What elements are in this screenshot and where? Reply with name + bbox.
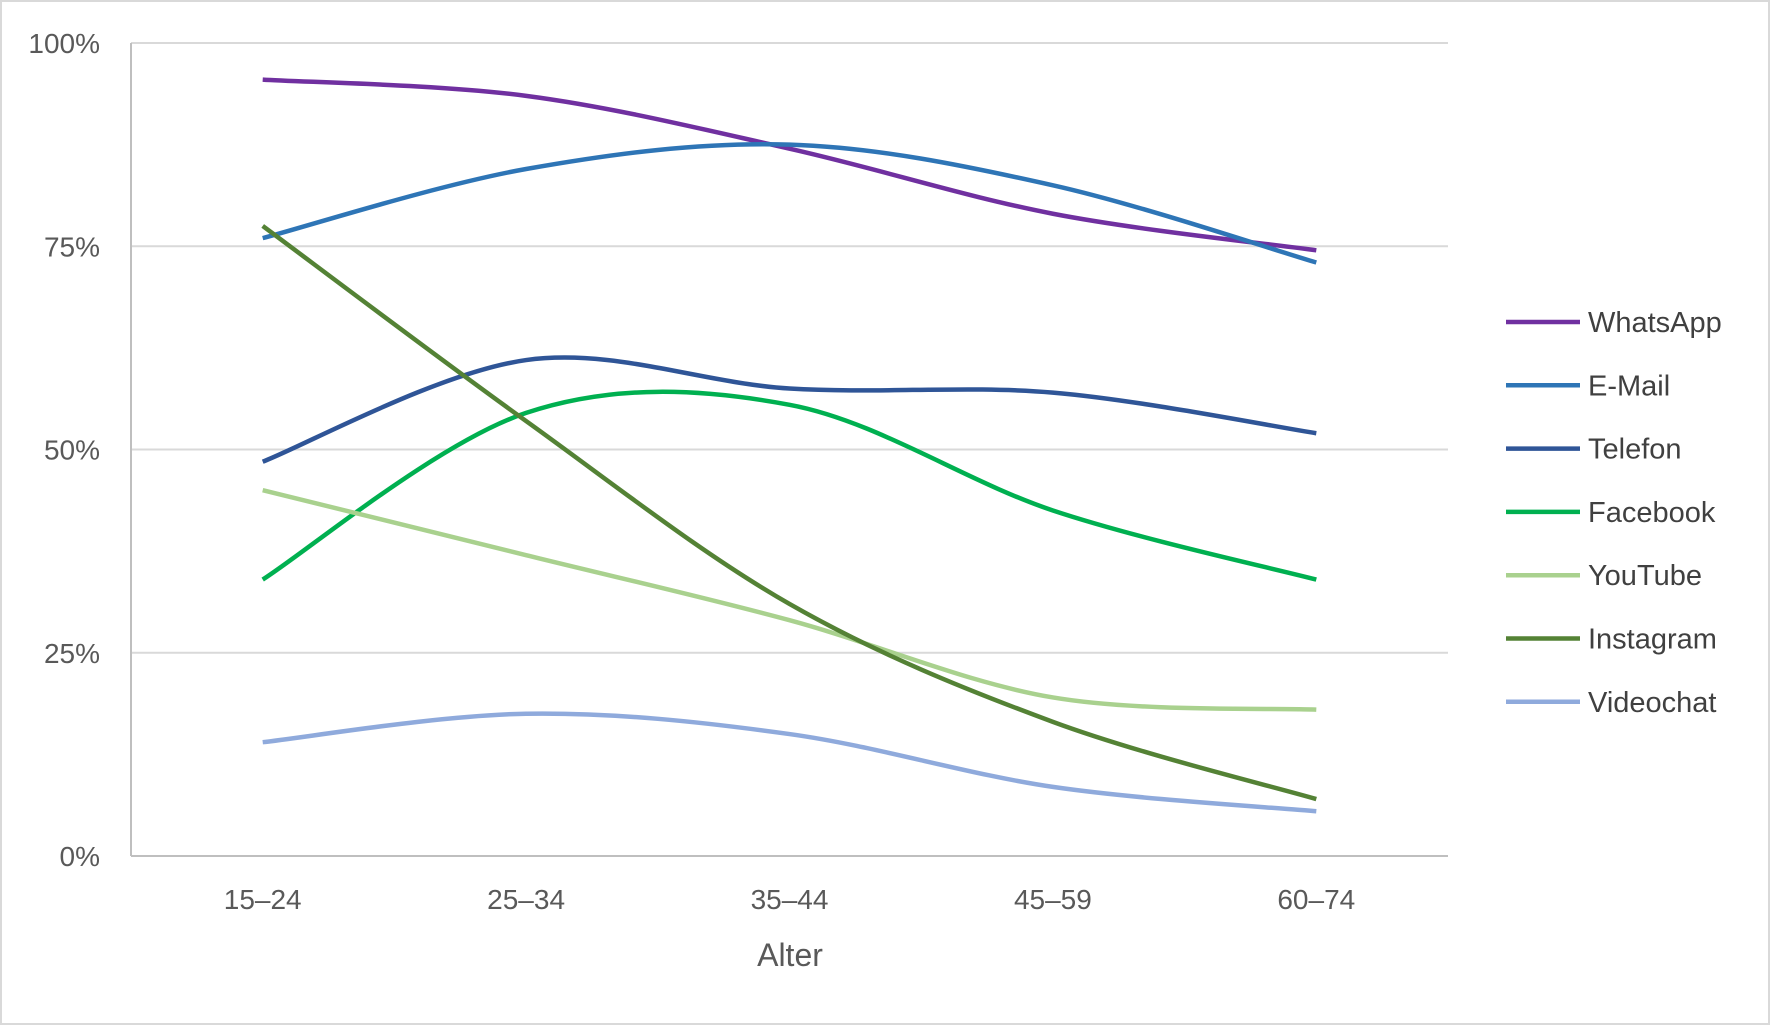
- y-axis-ticks: 0% 25% 50% 75% 100%: [28, 28, 100, 872]
- series-line-facebook: [261, 389, 1317, 582]
- gridlines: [131, 42, 1448, 654]
- x-tick-label: 60–74: [1277, 884, 1355, 915]
- x-tick-label: 45–59: [1014, 884, 1092, 915]
- y-tick-label: 75%: [44, 231, 100, 262]
- series-lines: [261, 77, 1317, 814]
- x-tick-label: 15–24: [224, 884, 302, 915]
- legend-item: Instagram: [1506, 624, 1717, 656]
- legend-item: Facebook: [1506, 497, 1716, 529]
- legend-label: Instagram: [1588, 624, 1717, 656]
- legend-label: WhatsApp: [1588, 307, 1722, 339]
- legend-item: YouTube: [1506, 560, 1702, 592]
- y-tick-label: 0%: [60, 841, 100, 872]
- legend-item: WhatsApp: [1506, 307, 1722, 339]
- series-line-telefon: [261, 355, 1317, 464]
- y-tick-label: 25%: [44, 638, 100, 669]
- legend-item: Telefon: [1506, 434, 1682, 466]
- series-line-e-mail: [262, 141, 1317, 265]
- legend-label: Facebook: [1588, 497, 1716, 529]
- series-line-videochat: [262, 711, 1317, 814]
- legend: WhatsApp E-Mail Telefon Facebook YouTube Inst…: [1506, 307, 1722, 719]
- legend-label: Telefon: [1588, 434, 1682, 466]
- legend-label: Videochat: [1588, 687, 1716, 719]
- x-tick-label: 35–44: [751, 884, 829, 915]
- legend-item: E-Mail: [1506, 370, 1670, 402]
- y-tick-label: 50%: [44, 435, 100, 466]
- series-line-youtube: [262, 487, 1317, 712]
- legend-label: E-Mail: [1588, 370, 1670, 402]
- legend-item: Videochat: [1506, 687, 1716, 719]
- axes: [130, 43, 1448, 857]
- x-axis-ticks: 15–24 25–34 35–44 45–59 60–74: [224, 884, 1355, 915]
- x-axis-title: Alter: [757, 937, 823, 973]
- y-tick-label: 100%: [28, 28, 100, 59]
- series-line-instagram: [261, 224, 1317, 802]
- x-tick-label: 25–34: [487, 884, 565, 915]
- series-line-whatsapp: [262, 77, 1317, 253]
- legend-label: YouTube: [1588, 560, 1702, 592]
